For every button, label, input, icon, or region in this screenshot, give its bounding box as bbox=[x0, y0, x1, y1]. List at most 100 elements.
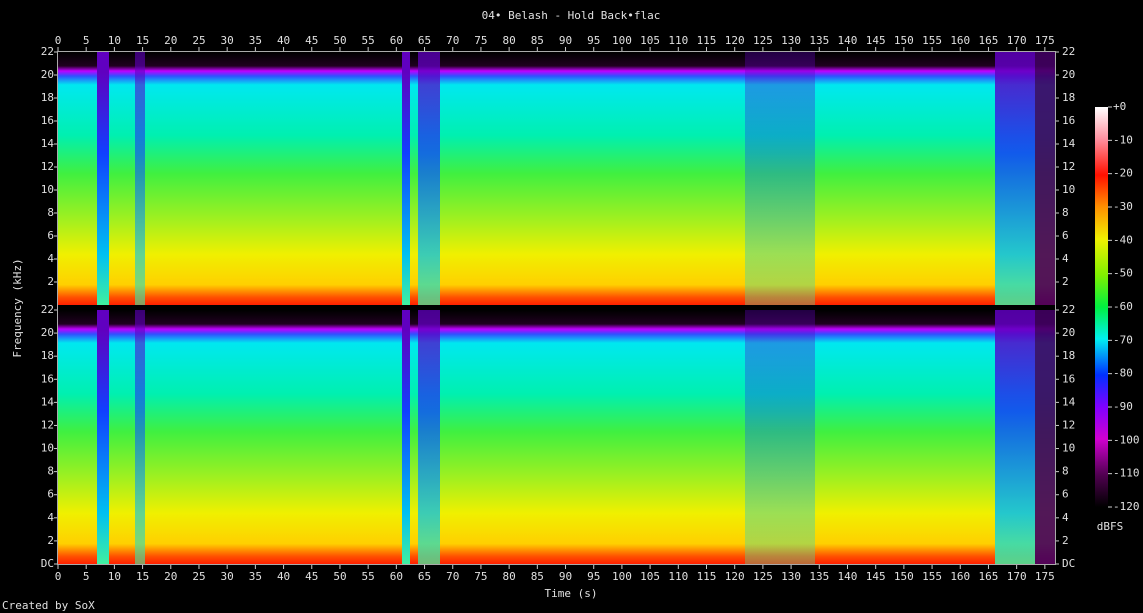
y-tick-label: 6 bbox=[47, 229, 54, 242]
y-tick-label: 22 bbox=[1062, 303, 1075, 316]
y-tick-label: 2 bbox=[1062, 534, 1069, 547]
x-tick-label: 150 bbox=[894, 570, 914, 583]
x-tick-label: 75 bbox=[474, 34, 487, 47]
x-tick-label: 155 bbox=[922, 34, 942, 47]
x-tick-label: 10 bbox=[108, 570, 121, 583]
y-tick-label: 16 bbox=[1062, 114, 1075, 127]
y-tick-label: 20 bbox=[1062, 68, 1075, 81]
footer: Created by SoX bbox=[2, 599, 95, 612]
x-tick-label: 75 bbox=[474, 570, 487, 583]
x-tick-label: 100 bbox=[612, 34, 632, 47]
x-tick-label: 135 bbox=[809, 34, 829, 47]
y-tick-label: 22 bbox=[1062, 45, 1075, 58]
x-tick-label: 145 bbox=[866, 570, 886, 583]
colorbar-tick-label: -90 bbox=[1113, 400, 1133, 413]
colorbar-tick-label: -30 bbox=[1113, 200, 1133, 213]
x-tick-label: 40 bbox=[277, 34, 290, 47]
x-tick-label: 50 bbox=[333, 34, 346, 47]
y-tick-label: 18 bbox=[41, 349, 54, 362]
x-tick-label: 20 bbox=[164, 570, 177, 583]
x-tick-label: 145 bbox=[866, 34, 886, 47]
plot-frame bbox=[57, 51, 1056, 565]
y-tick-label: 8 bbox=[1062, 206, 1069, 219]
x-tick-label: 85 bbox=[531, 34, 544, 47]
x-tick-label: 140 bbox=[838, 34, 858, 47]
y-tick-label: 14 bbox=[1062, 395, 1076, 408]
x-tick-label: 155 bbox=[922, 570, 942, 583]
colorbar-tick-label: -20 bbox=[1113, 167, 1133, 180]
x-tick-label: 50 bbox=[333, 570, 346, 583]
y-axis-label: Frequency (kHz) bbox=[11, 258, 24, 357]
y-tick-label: 6 bbox=[47, 488, 54, 501]
y-tick-label: 6 bbox=[1062, 488, 1069, 501]
x-tick-label: 60 bbox=[390, 570, 403, 583]
x-tick-label: 65 bbox=[418, 34, 431, 47]
x-tick-label: 95 bbox=[587, 34, 600, 47]
y-tick-label: 12 bbox=[41, 160, 54, 173]
x-tick-label: 95 bbox=[587, 570, 600, 583]
x-tick-label: 30 bbox=[221, 34, 234, 47]
y-tick-label: 22 bbox=[41, 45, 54, 58]
colorbar-tick-label: +0 bbox=[1113, 100, 1126, 113]
x-tick-label: 35 bbox=[249, 570, 262, 583]
x-tick-label: 110 bbox=[668, 34, 688, 47]
x-tick-label: 60 bbox=[390, 34, 403, 47]
x-tick-label: 105 bbox=[640, 570, 660, 583]
x-tick-label: 165 bbox=[979, 34, 999, 47]
colorbar-tick-label: -110 bbox=[1113, 467, 1140, 480]
y-tick-label: 18 bbox=[1062, 91, 1075, 104]
y-tick-label: 18 bbox=[41, 91, 54, 104]
y-tick-label: 20 bbox=[41, 326, 54, 339]
x-tick-label: 45 bbox=[305, 570, 318, 583]
x-tick-label: 70 bbox=[446, 570, 459, 583]
colorbar-tick-label: -10 bbox=[1113, 133, 1133, 146]
x-tick-label: 125 bbox=[753, 34, 773, 47]
x-tick-label: 55 bbox=[362, 570, 375, 583]
y-tick-label: 12 bbox=[1062, 160, 1075, 173]
x-tick-label: 5 bbox=[83, 34, 90, 47]
x-tick-label: 80 bbox=[503, 34, 516, 47]
y-tick-label: 8 bbox=[47, 206, 54, 219]
colorbar-tick-label: -120 bbox=[1113, 500, 1140, 513]
x-tick-label: 45 bbox=[305, 34, 318, 47]
x-tick-label: 40 bbox=[277, 570, 290, 583]
x-tick-label: 170 bbox=[1007, 34, 1027, 47]
x-tick-label: 20 bbox=[164, 34, 177, 47]
y-tick-label: 14 bbox=[41, 395, 55, 408]
y-tick-label: 16 bbox=[1062, 372, 1075, 385]
x-tick-label: 25 bbox=[192, 570, 205, 583]
x-tick-label: 115 bbox=[697, 34, 717, 47]
x-tick-label: 5 bbox=[83, 570, 90, 583]
x-tick-label: 25 bbox=[192, 34, 205, 47]
x-tick-label: 150 bbox=[894, 34, 914, 47]
y-tick-label: 4 bbox=[1062, 511, 1069, 524]
colorbar-tick-label: -100 bbox=[1113, 433, 1140, 446]
y-tick-label: 16 bbox=[41, 114, 54, 127]
y-tick-label: 12 bbox=[41, 418, 54, 431]
x-tick-label: 55 bbox=[362, 34, 375, 47]
y-tick-label: 14 bbox=[41, 137, 55, 150]
x-tick-label: 130 bbox=[781, 34, 801, 47]
y-tick-label: 4 bbox=[1062, 252, 1069, 265]
colorbar-tick-label: -80 bbox=[1113, 367, 1133, 380]
y-tick-label: 10 bbox=[41, 183, 54, 196]
x-tick-label: 10 bbox=[108, 34, 121, 47]
x-tick-label: 0 bbox=[55, 570, 62, 583]
x-tick-label: 140 bbox=[838, 570, 858, 583]
x-tick-label: 30 bbox=[221, 570, 234, 583]
x-tick-label: 85 bbox=[531, 570, 544, 583]
spectrogram-panel bbox=[58, 52, 1055, 305]
y-tick-label: 10 bbox=[1062, 442, 1075, 455]
y-tick-label: 10 bbox=[1062, 183, 1075, 196]
y-tick-label: 2 bbox=[47, 275, 54, 288]
x-tick-label: 35 bbox=[249, 34, 262, 47]
colorbar-tick-label: -40 bbox=[1113, 233, 1133, 246]
colorbar-tick-label: -70 bbox=[1113, 333, 1133, 346]
colorbar-tick-label: -50 bbox=[1113, 267, 1133, 280]
x-tick-label: 105 bbox=[640, 34, 660, 47]
x-tick-label: 125 bbox=[753, 570, 773, 583]
x-tick-label: 170 bbox=[1007, 570, 1027, 583]
x-tick-label: 175 bbox=[1035, 34, 1055, 47]
x-tick-label: 120 bbox=[725, 34, 745, 47]
x-tick-label: 115 bbox=[697, 570, 717, 583]
